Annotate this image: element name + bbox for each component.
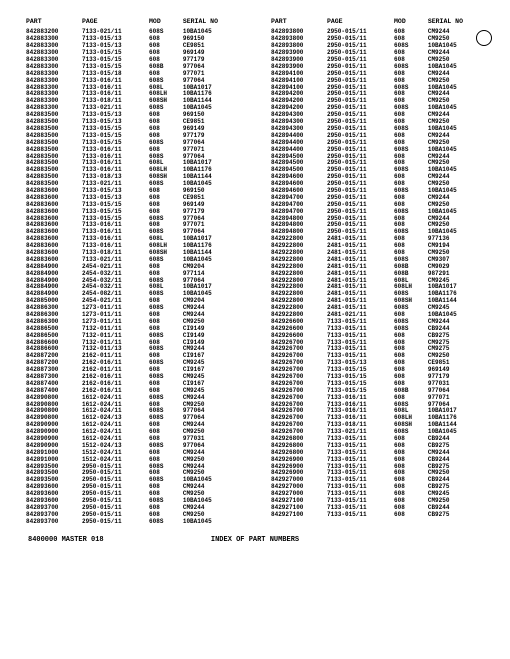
table-cell: 608 (392, 512, 426, 519)
table-cell: CB9275 (426, 512, 486, 519)
page-footer: 8400000 MASTER 018 INDEX OF PART NUMBERS (24, 536, 486, 544)
table-cell: 10BA1045 (181, 519, 241, 526)
table-row: 8428937002950-015/11608S10BA1045 (24, 519, 241, 526)
column-left: PART PAGE MOD SERIAL NO 8428832007133-02… (24, 18, 241, 526)
footer-left: 8400000 MASTER 018 (28, 536, 104, 544)
column-right: PART PAGE MOD SERIAL NO 8428938002950-01… (269, 18, 486, 526)
table-cell: 842927100 (269, 512, 325, 519)
table-cell: 608S (147, 519, 181, 526)
two-column-layout: PART PAGE MOD SERIAL NO 8428832007133-02… (24, 18, 486, 526)
page: PART PAGE MOD SERIAL NO 8428832007133-02… (24, 18, 486, 544)
table-cell: 7133-015/11 (325, 512, 392, 519)
parts-table-left: PART PAGE MOD SERIAL NO 8428832007133-02… (24, 18, 241, 526)
table-cell: 842893700 (24, 519, 80, 526)
table-cell: 2950-015/11 (80, 519, 147, 526)
table-row: 8429271007133-015/11608CB9275 (269, 512, 486, 519)
binder-hole (476, 30, 492, 46)
parts-table-right: PART PAGE MOD SERIAL NO 8428938002950-01… (269, 18, 486, 519)
footer-center: INDEX OF PART NUMBERS (211, 536, 299, 544)
